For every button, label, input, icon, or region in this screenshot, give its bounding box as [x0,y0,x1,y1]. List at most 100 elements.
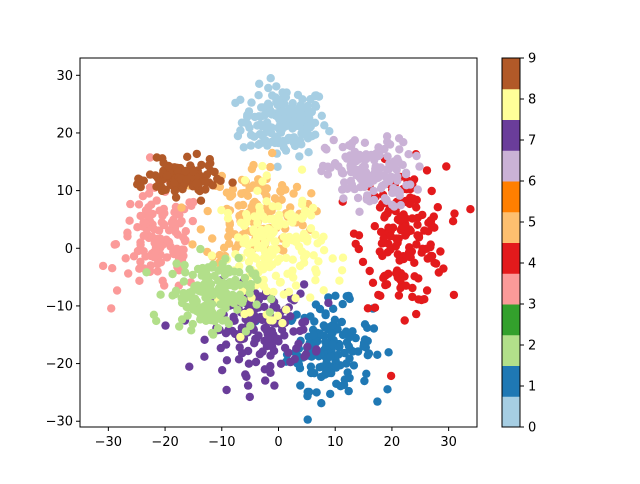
scatter-point-label-2 [152,316,161,326]
scatter-point-label-6 [376,163,385,172]
scatter-point-label-5 [266,162,275,172]
scatter-point-label-6 [385,161,394,170]
scatter-point-label-1 [345,333,354,342]
scatter-point-label-1 [373,350,382,359]
scatter-point-label-0 [264,83,273,93]
scatter-point-label-4 [400,316,409,325]
scatter-point-label-8 [319,286,328,295]
scatter-point-label-7 [273,334,282,344]
scatter-point-label-4 [450,209,459,218]
scatter-point-label-3 [159,204,168,214]
x-tick-label: 10 [327,435,344,450]
colorbar-segment [502,396,520,428]
scatter-point-label-4 [354,244,363,254]
scatter-point-label-7 [245,301,254,310]
colorbar-segment [502,150,520,182]
scatter-point-label-9 [201,177,210,186]
scatter-point-label-8 [278,318,287,328]
y-tick-label: −20 [46,357,73,372]
scatter-point-label-8 [281,239,291,248]
scatter-point-label-3 [135,276,144,285]
scatter-point-label-8 [258,161,267,171]
scatter-point-label-2 [206,304,215,313]
scatter-point-label-4 [405,252,414,261]
scatter-point-label-7 [280,343,290,353]
scatter-point-label-2 [142,268,151,277]
scatter-point-label-8 [319,246,329,255]
scatter-point-label-4 [368,278,378,287]
scatter-point-label-2 [184,303,193,312]
scatter-point-label-2 [180,260,189,270]
colorbar-segment [502,304,520,336]
colorbar-tick-label: 6 [528,175,536,190]
scatter-point-label-0 [246,141,256,150]
scatter-point-label-8 [303,233,312,243]
scatter-point-label-5 [222,188,232,197]
scatter-point-label-5 [177,203,186,212]
scatter-point-label-9 [213,174,222,183]
colorbar-segment [502,242,520,274]
scatter-point-label-1 [306,362,316,371]
scatter-point-label-8 [282,305,291,314]
scatter-point-label-8 [328,254,337,263]
scatter-point-label-3 [108,264,117,273]
scatter-point-label-8 [311,230,320,239]
scatter-point-label-5 [249,160,258,170]
scatter-point-label-8 [261,215,270,224]
scatter-point-label-3 [125,216,134,225]
scatter-point-label-8 [306,209,315,219]
scatter-point-label-3 [110,240,119,249]
scatter-point-label-0 [254,91,263,100]
scatter-point-label-7 [276,359,286,368]
scatter-point-label-2 [181,268,190,277]
scatter-point-label-8 [276,277,285,287]
scatter-point-label-0 [266,74,275,83]
scatter-point-label-2 [245,284,255,293]
scatter-point-label-4 [374,290,383,300]
scatter-point-label-8 [258,177,267,186]
scatter-point-label-1 [317,399,326,408]
scatter-point-label-2 [175,322,184,331]
colorbar-segment [502,58,520,90]
scatter-point-label-3 [150,253,159,262]
scatter-point-label-7 [218,366,227,375]
scatter-point-label-1 [344,386,353,396]
scatter-point-label-4 [395,256,404,265]
scatter-point-label-9 [170,186,179,196]
scatter-point-label-2 [209,330,218,339]
scatter-point-label-5 [307,189,316,198]
scatter-point-label-0 [243,119,252,129]
scatter-point-label-8 [297,200,307,209]
scatter-point-label-8 [233,233,243,242]
scatter-point-label-4 [365,266,374,276]
scatter-point-label-7 [324,298,333,308]
scatter-point-label-4 [412,240,421,249]
scatter-point-label-3 [145,153,155,162]
scatter-point-label-0 [320,121,329,130]
scatter-point-label-4 [370,222,379,231]
scatter-point-label-7 [289,327,298,336]
scatter-point-label-8 [262,287,272,296]
scatter-point-label-4 [392,234,401,243]
scatter-point-label-3 [145,183,155,192]
scatter-point-label-7 [294,339,303,348]
scatter-point-label-1 [321,310,330,320]
colorbar-tick-label: 7 [528,134,536,149]
scatter-point-label-2 [177,315,187,324]
scatter-point-label-2 [213,324,223,333]
scatter-point-label-1 [373,397,382,406]
scatter-point-label-7 [266,368,275,377]
scatter-point-label-6 [323,170,333,179]
scatter-point-label-0 [277,138,286,148]
scatter-point-label-2 [201,268,211,277]
scatter-point-label-3 [148,209,157,219]
scatter-point-label-6 [406,180,415,189]
scatter-point-label-1 [326,389,335,399]
scatter-point-label-3 [139,218,148,227]
colorbar-segment [502,334,520,366]
scatter-point-label-3 [107,304,116,313]
scatter-point-label-8 [270,237,279,246]
scatter-point-label-7 [234,355,244,364]
scatter-point-label-1 [384,348,393,357]
scatter-point-label-8 [240,221,249,230]
